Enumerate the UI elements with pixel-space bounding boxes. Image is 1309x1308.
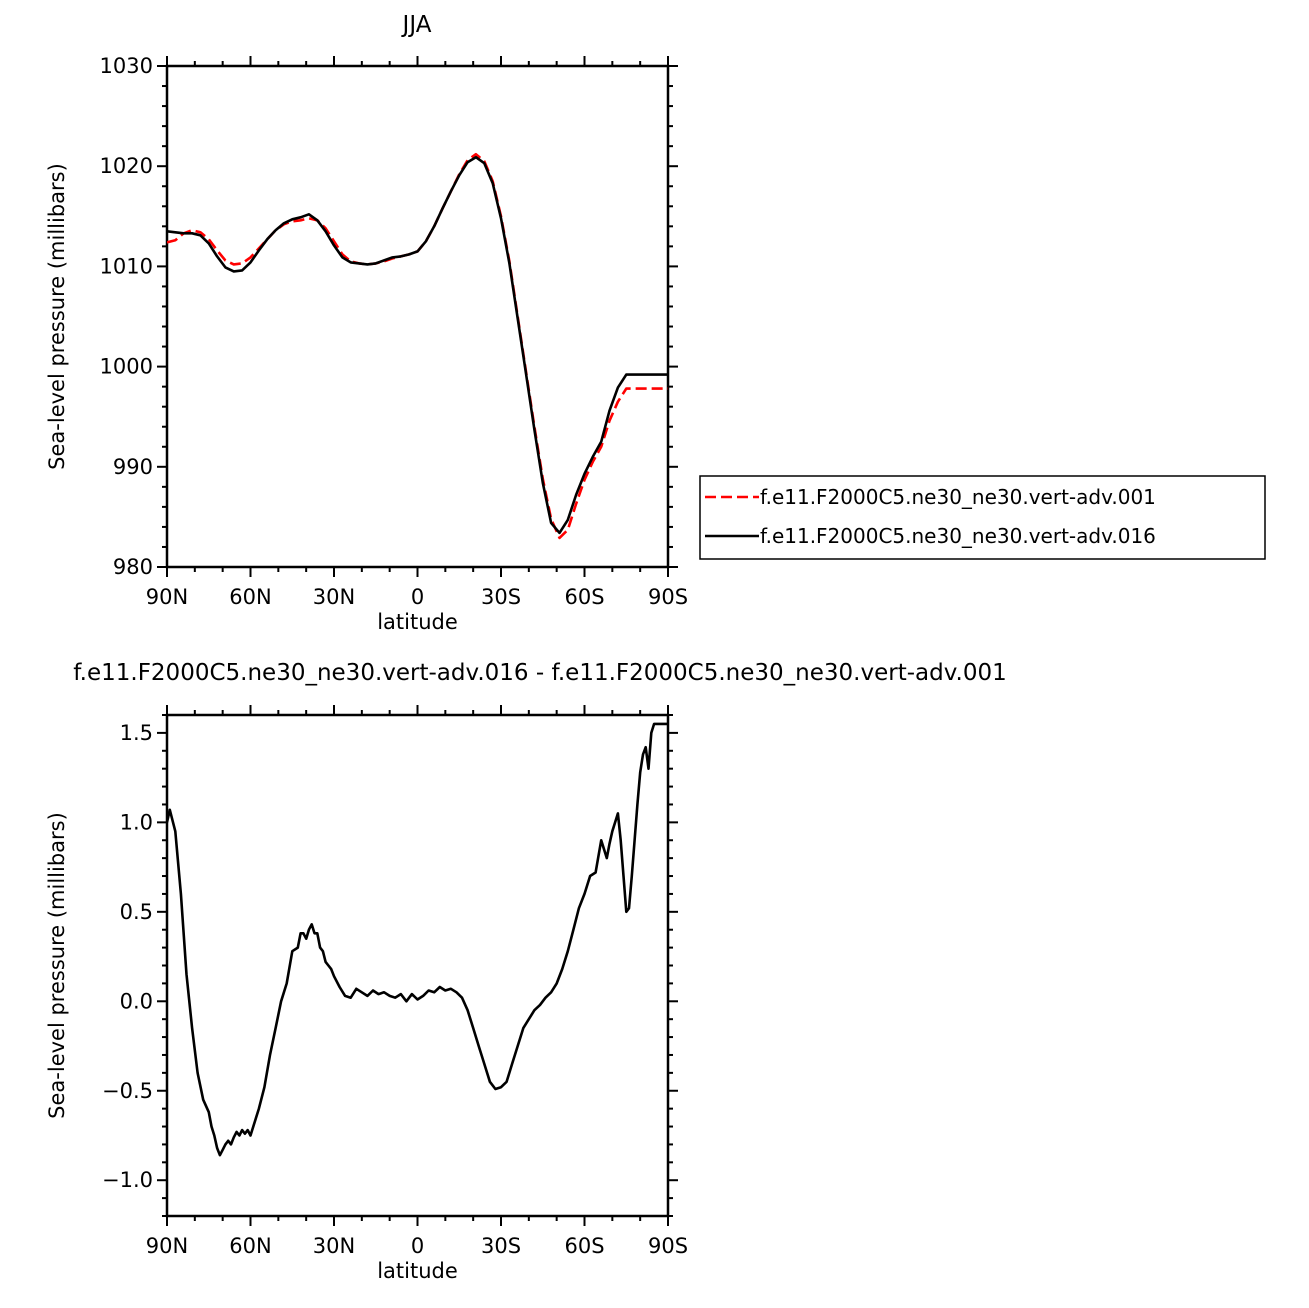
x-tick-label: 0 — [411, 1234, 424, 1258]
legend-label-1: f.e11.F2000C5.ne30_ne30.vert-adv.016 — [760, 524, 1156, 548]
y-tick-label: 1030 — [100, 54, 153, 78]
y-tick-label: −1.0 — [102, 1168, 153, 1192]
x-axis-title: latitude — [377, 610, 458, 634]
y-tick-label: 1020 — [100, 154, 153, 178]
chart-title: JJA — [401, 12, 432, 38]
x-tick-label: 90S — [648, 585, 688, 609]
series-line-1 — [167, 155, 668, 535]
y-tick-label: 990 — [113, 455, 153, 479]
series-line-0 — [167, 722, 668, 1157]
x-tick-label: 30S — [481, 1234, 521, 1258]
x-axis-title: latitude — [377, 1259, 458, 1283]
chart-bottom: 90N 60N 30N 0 30S 60S 90S −1.0 −0.5 0.0 0.5 1.0 1.5 l… — [45, 660, 1007, 1283]
x-tick-label: 0 — [411, 585, 424, 609]
x-tick-label: 60N — [229, 585, 271, 609]
x-tick-label: 30S — [481, 585, 521, 609]
x-tick-label: 30N — [313, 585, 355, 609]
legend-label-0: f.e11.F2000C5.ne30_ne30.vert-adv.001 — [760, 485, 1156, 509]
x-tick-label: 30N — [313, 1234, 355, 1258]
y-tick-label: 1000 — [100, 355, 153, 379]
y-tick-label: 980 — [113, 555, 153, 579]
plot-frame — [165, 713, 670, 1218]
series-line-0 — [167, 152, 668, 540]
y-axis-title: Sea-level pressure (millibars) — [45, 812, 69, 1119]
y-tick-label: 1.5 — [120, 721, 153, 745]
y-tick-label: 0.5 — [120, 900, 153, 924]
legend: f.e11.F2000C5.ne30_ne30.vert-adv.001 f.e1… — [699, 475, 1266, 560]
y-axis-title: Sea-level pressure (millibars) — [45, 163, 69, 470]
x-tick-label: 90S — [648, 1234, 688, 1258]
plot-frame — [165, 64, 670, 569]
x-tick-label: 90N — [146, 585, 188, 609]
legend-box — [699, 475, 1266, 560]
x-tick-label: 60S — [564, 585, 604, 609]
y-tick-label: 1010 — [100, 254, 153, 278]
chart-top: 90N 60N 30N 0 30S 60S 90S 980 990 1000 1010 1020 103… — [45, 12, 688, 634]
y-tick-label: 0.0 — [120, 989, 153, 1013]
y-tick-label: 1.0 — [120, 810, 153, 834]
chart-title: f.e11.F2000C5.ne30_ne30.vert-adv.016 - f… — [73, 660, 1007, 686]
x-tick-label: 90N — [146, 1234, 188, 1258]
x-tick-label: 60N — [229, 1234, 271, 1258]
y-tick-label: −0.5 — [102, 1079, 153, 1103]
x-tick-label: 60S — [564, 1234, 604, 1258]
